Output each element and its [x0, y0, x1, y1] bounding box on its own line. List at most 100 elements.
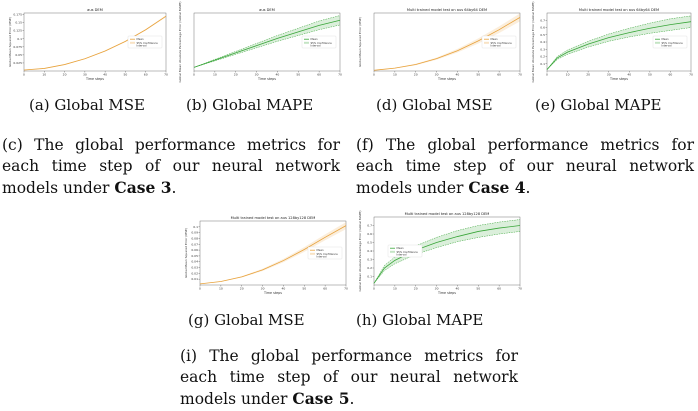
confidence-band — [547, 15, 691, 70]
x-tick-label: 0 — [193, 73, 195, 77]
y-axis-label: Global Mean Squared Error (MSE) — [184, 228, 188, 278]
legend-swatch-ci — [655, 41, 660, 44]
series-mean-line — [373, 225, 521, 284]
y-tick-label: 0.5 — [367, 241, 372, 245]
y-tick-label: 0.03 — [191, 266, 198, 270]
plot-frame — [193, 12, 341, 72]
case-label-c: Case 3 — [114, 178, 172, 197]
y-tick-label: 0.3 — [367, 258, 372, 262]
plot-frame — [23, 12, 167, 72]
y-tick-label: 0.1 — [540, 62, 545, 66]
y-tick-label: 0.2 — [367, 266, 372, 270]
y-tick-label: 0.15 — [15, 21, 22, 25]
chart-title: aus DEM — [259, 8, 275, 12]
x-tick-label: 10 — [42, 73, 46, 77]
x-tick-label: 0 — [546, 73, 548, 77]
caption-c: (c) The global performance metrics for e… — [2, 136, 340, 197]
x-tick-label: 60 — [144, 73, 148, 77]
legend-label: 95% Confidence Interval — [397, 250, 419, 257]
x-tick-label: 20 — [414, 73, 418, 77]
x-tick-label: 0 — [373, 73, 375, 77]
x-tick-label: 70 — [518, 287, 522, 291]
chart-panel-a: aus DEM 0 10 20 30 40 50 60 70 0.025 0.05 0.075 0.1 0… — [4, 5, 170, 83]
legend-box — [481, 35, 517, 49]
y-tick-label: 0.01 — [191, 277, 198, 281]
plot-frame — [373, 12, 521, 72]
chart-title: aus DEM — [87, 8, 103, 12]
x-tick-label: 70 — [344, 287, 348, 291]
x-tick-label: 20 — [63, 73, 67, 77]
legend-box — [652, 35, 688, 49]
confidence-lower-line — [193, 24, 341, 68]
x-tick-label: 10 — [566, 73, 570, 77]
y-tick-label: 0.3 — [540, 47, 545, 51]
caption-b: (b) Global MAPE — [186, 96, 314, 114]
legend-label: 95% Confidence Interval — [317, 252, 339, 259]
series-mean-line — [373, 17, 521, 71]
x-tick-label: 0 — [199, 287, 201, 291]
y-axis-label: Global Mean Absolute Percentage Error (G… — [178, 1, 182, 82]
legend-swatch-ci — [484, 41, 489, 44]
legend-swatch-ci — [390, 250, 395, 253]
legend-label: 95% Confidence Interval — [137, 41, 159, 48]
x-tick-label: 20 — [414, 287, 418, 291]
x-tick-label: 60 — [323, 287, 327, 291]
x-tick-label: 10 — [393, 287, 397, 291]
x-tick-label: 10 — [393, 73, 397, 77]
legend-label: Mean — [397, 246, 404, 250]
legend-label: Mean — [317, 248, 324, 252]
y-tick-label: 0.07 — [191, 242, 198, 246]
chart-panel-b: aus DEM 0 10 20 30 40 50 60 70 Time steps Global M… — [174, 1, 344, 83]
series-mean-line — [546, 21, 692, 70]
caption-e: (e) Global MAPE — [535, 96, 662, 114]
y-tick-label: 0.7 — [540, 18, 545, 22]
legend-box — [387, 244, 423, 258]
x-tick-label: 50 — [476, 73, 480, 77]
x-tick-label: 70 — [164, 73, 168, 77]
chart-title: Multi trained model test on aus 128by128… — [231, 216, 316, 220]
legend-swatch-ci — [130, 41, 135, 44]
caption-h: (h) Global MAPE — [356, 311, 484, 329]
y-tick-label: 0.2 — [540, 55, 545, 59]
caption-a: (a) Global MSE — [29, 96, 145, 114]
x-tick-label: 10 — [219, 287, 223, 291]
confidence-upper-line — [193, 15, 341, 68]
x-tick-label: 40 — [627, 73, 631, 77]
y-tick-label: 0.4 — [540, 40, 545, 44]
x-tick-label: 20 — [234, 73, 238, 77]
caption-i: (i) The global performance metrics for e… — [180, 347, 518, 408]
x-tick-label: 10 — [213, 73, 217, 77]
legend-swatch-ci — [304, 41, 309, 44]
x-tick-label: 70 — [518, 73, 522, 77]
chart-d: Multi trained model test on aus 64by64 D… — [358, 8, 522, 81]
x-tick-label: 70 — [338, 73, 342, 77]
y-tick-label: 0.04 — [191, 260, 198, 264]
confidence-band — [374, 219, 520, 284]
legend-label: Mean — [491, 37, 498, 41]
x-tick-label: 50 — [476, 287, 480, 291]
y-tick-label: 0.02 — [191, 271, 198, 275]
x-axis-label: Time steps — [609, 77, 628, 81]
y-axis-label: Global Mean Squared Error (MSE) — [8, 17, 12, 67]
case-label-f: Case 4 — [468, 178, 526, 197]
y-tick-label: 0.1 — [193, 225, 198, 229]
legend-box — [301, 35, 337, 49]
legend-label: 95% Confidence Interval — [311, 41, 333, 48]
x-tick-label: 30 — [261, 287, 265, 291]
x-tick-label: 30 — [435, 73, 439, 77]
x-tick-label: 30 — [435, 287, 439, 291]
chart-panel-h: Multi trained model test on aus 128by128… — [354, 209, 524, 297]
y-tick-label: 0.125 — [13, 29, 22, 33]
x-tick-label: 50 — [648, 73, 652, 77]
x-axis-label: Time steps — [263, 291, 282, 295]
y-tick-label: 0.7 — [367, 224, 372, 228]
legend-label: Mean — [311, 37, 318, 41]
confidence-lower-line — [373, 231, 521, 284]
chart-e: Multi trained model test on aus 64by64 D… — [531, 1, 693, 82]
y-tick-label: 0.1 — [17, 37, 22, 41]
x-tick-label: 0 — [23, 73, 25, 77]
y-tick-label: 0.6 — [367, 232, 372, 236]
y-tick-label: 0.6 — [540, 26, 545, 30]
y-axis-label: Global Mean Squared Error (MSE) — [358, 17, 362, 67]
chart-panel-d: Multi trained model test on aus 64by64 D… — [354, 5, 524, 83]
